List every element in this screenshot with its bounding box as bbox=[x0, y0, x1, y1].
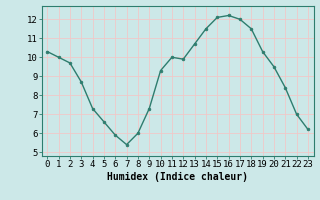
X-axis label: Humidex (Indice chaleur): Humidex (Indice chaleur) bbox=[107, 172, 248, 182]
